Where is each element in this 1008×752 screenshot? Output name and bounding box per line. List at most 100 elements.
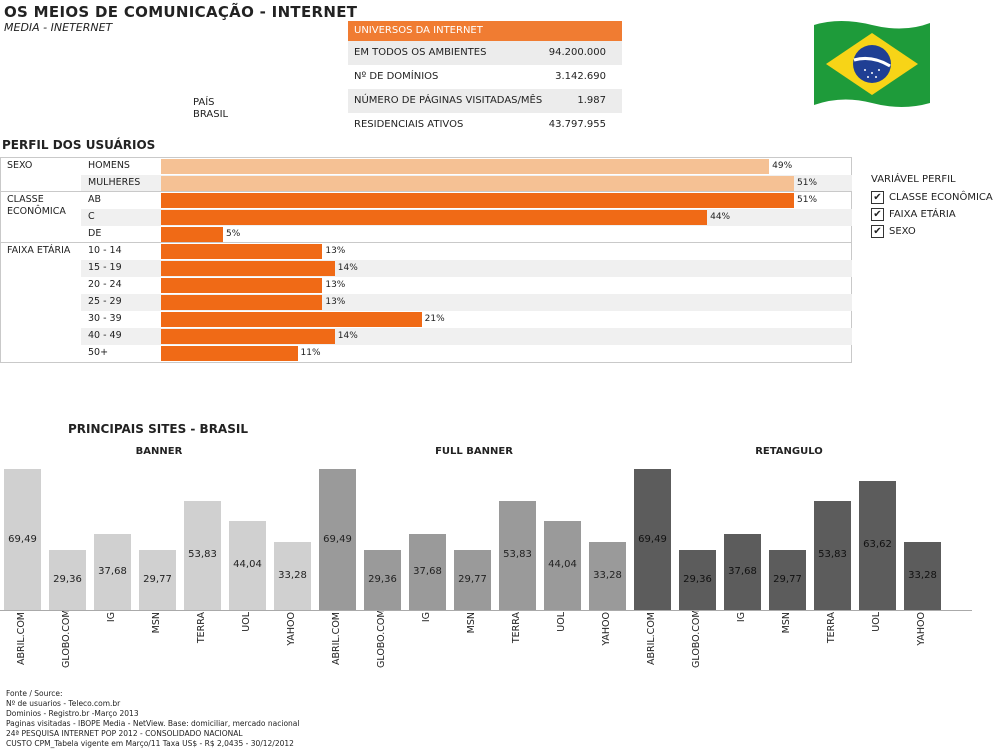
perfil-row: 50+ 11% <box>81 345 852 362</box>
checkbox-icon[interactable]: ✔ <box>871 208 884 221</box>
category-label: GLOBO.COM <box>376 609 387 668</box>
category-label: UOL <box>871 612 882 632</box>
category-label: 30 - 39 <box>88 313 122 324</box>
site-bar <box>904 542 941 610</box>
legend-item-label: SEXO <box>889 226 916 237</box>
site-bar <box>859 480 896 610</box>
source-line: 24ª PESQUISA INTERNET POP 2012 - CONSOLI… <box>6 729 243 738</box>
source-notes: Fonte / Source: Nº de usuarios - Teleco.c… <box>6 689 299 749</box>
data-label: 33,28 <box>593 570 622 582</box>
sites-title: PRINCIPAIS SITES - BRASIL <box>68 422 248 436</box>
x-axis-line <box>0 610 972 611</box>
data-label: 14% <box>337 331 358 341</box>
site-bar <box>139 549 176 610</box>
data-label: 14% <box>337 263 358 273</box>
category-label: 40 - 49 <box>88 330 122 341</box>
data-label: 29,77 <box>458 573 487 585</box>
perfil-row: 40 - 49 14% <box>81 328 852 345</box>
data-label: 37,68 <box>98 565 127 577</box>
checkbox-icon[interactable]: ✔ <box>871 225 884 238</box>
site-bar <box>454 549 491 610</box>
data-label: 13% <box>325 280 346 290</box>
panel-title: RETANGULO <box>755 446 823 457</box>
perfil-bar <box>161 159 770 174</box>
category-label: IG <box>736 612 747 623</box>
legend-item[interactable]: ✔ FAIXA ETÁRIA <box>871 206 993 223</box>
legend-item[interactable]: ✔ SEXO <box>871 223 993 240</box>
perfil-row: 15 - 19 14% <box>81 260 852 277</box>
legend-item-label: CLASSE ECONÔMICA <box>889 192 993 203</box>
perfil-bar <box>161 261 335 276</box>
site-bar <box>319 469 356 610</box>
category-label: C <box>88 211 95 222</box>
site-bar <box>229 520 266 610</box>
site-bar <box>49 550 86 610</box>
data-label: 13% <box>325 246 346 256</box>
data-label: 44% <box>710 212 731 222</box>
source-line: Paginas visitadas - IBOPE Media - NetVie… <box>6 719 300 728</box>
country-filter[interactable]: PAÍS BRASIL <box>193 97 228 121</box>
source-line: Fonte / Source: <box>6 689 63 698</box>
site-bar <box>769 549 806 610</box>
source-line: Nº de usuarios - Teleco.com.br <box>6 699 121 708</box>
site-bar <box>184 500 221 610</box>
site-bar <box>94 533 131 610</box>
category-label: ABRIL.COM <box>16 612 27 666</box>
site-bar <box>544 520 581 610</box>
universos-row: Nº DE DOMÍNIOS 3.142.690 <box>348 65 622 89</box>
perfil-bar <box>161 176 794 191</box>
site-bar <box>274 542 311 610</box>
perfil-row: DE 5% <box>81 226 852 243</box>
category-label: MULHERES <box>88 177 141 188</box>
perfil-row: 25 - 29 13% <box>81 294 852 311</box>
site-bar <box>724 533 761 610</box>
legend-title: VARIÁVEL PERFIL <box>871 174 956 185</box>
universos-label: Nº DE DOMÍNIOS <box>354 71 439 82</box>
site-bar <box>634 469 671 610</box>
site-bar <box>409 533 446 610</box>
data-label: 13% <box>325 297 346 307</box>
legend-item[interactable]: ✔ CLASSE ECONÔMICA <box>871 189 993 206</box>
data-label: 49% <box>772 161 793 171</box>
category-label: 50+ <box>88 347 109 358</box>
category-label: UOL <box>241 612 252 632</box>
perfil-bar <box>161 244 323 259</box>
source-line: CUSTO CPM_Tabela vigente em Março/11 Tax… <box>6 739 294 748</box>
category-label: DE <box>88 228 102 239</box>
data-label: 53,83 <box>188 549 217 561</box>
data-label: 11% <box>300 348 321 358</box>
data-label: 29,77 <box>143 573 172 585</box>
panel-title: FULL BANNER <box>435 446 513 457</box>
data-label: 33,28 <box>278 570 307 582</box>
universos-header: UNIVERSOS DA INTERNET <box>348 21 622 41</box>
group-separator <box>1 191 852 192</box>
checkbox-icon[interactable]: ✔ <box>871 191 884 204</box>
category-label: TERRA <box>826 612 837 644</box>
perfil-row: 30 - 39 21% <box>81 311 852 328</box>
category-label: ABRIL.COM <box>646 612 657 666</box>
group-label: FAIXA ETÁRIA <box>7 245 71 256</box>
data-label: 51% <box>797 178 818 188</box>
data-label: 21% <box>424 314 445 324</box>
site-bar <box>364 550 401 610</box>
perfil-chart: SEXO HOMENS 49% MULHERES 51% CLASSE ECONÔMICA… <box>0 157 852 363</box>
universos-label: NÚMERO DE PÁGINAS VISITADAS/MÊS <box>354 95 543 106</box>
category-label: TERRA <box>196 612 207 644</box>
category-label: YAHOO <box>916 612 927 646</box>
data-label: 29,36 <box>53 574 82 586</box>
perfil-row: HOMENS 49% <box>81 158 852 175</box>
country-label: PAÍS <box>193 97 215 108</box>
universos-row: NÚMERO DE PÁGINAS VISITADAS/MÊS 1.987 <box>348 89 622 113</box>
universos-value: 43.797.955 <box>548 119 606 130</box>
site-bar <box>814 500 851 610</box>
data-label: 5% <box>226 229 241 239</box>
universos-row: EM TODOS OS AMBIENTES 94.200.000 <box>348 41 622 65</box>
site-bar <box>4 469 41 610</box>
data-label: 69,49 <box>8 533 37 545</box>
category-label: 15 - 19 <box>88 262 122 273</box>
data-label: 53,83 <box>818 549 847 561</box>
category-label: GLOBO.COM <box>691 609 702 668</box>
category-label: IG <box>421 612 432 623</box>
perfil-row: C 44% <box>81 209 852 226</box>
perfil-bar <box>161 312 422 327</box>
